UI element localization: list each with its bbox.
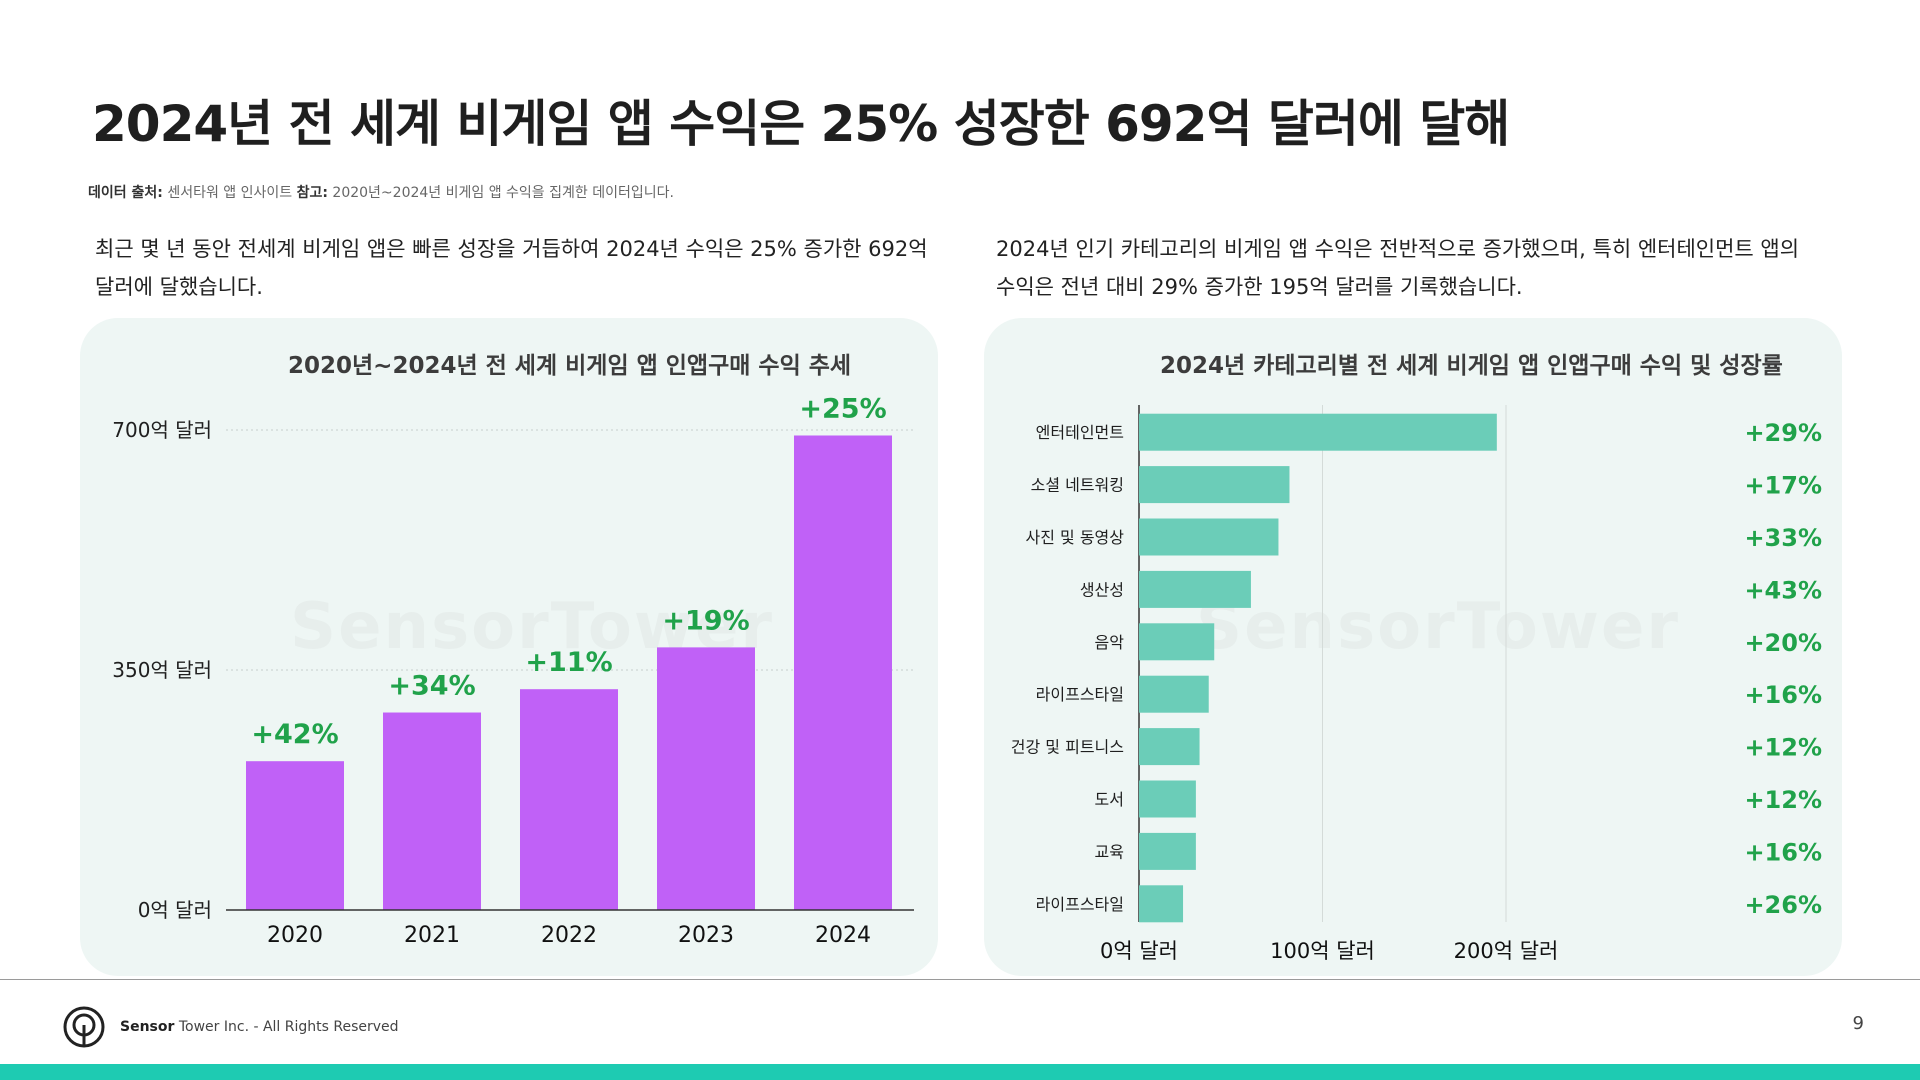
bar <box>1139 466 1290 504</box>
x-tick-label: 2023 <box>678 923 734 948</box>
note-label: 참고: <box>296 185 328 201</box>
x-tick-label: 2021 <box>404 923 460 948</box>
y-tick-label: 350억 달러 <box>112 658 212 682</box>
category-label: 생산성 <box>1080 580 1124 599</box>
growth-label: +29% <box>1744 419 1822 447</box>
bar <box>1139 570 1251 608</box>
y-tick-label: 0억 달러 <box>138 898 212 922</box>
bar <box>520 689 618 910</box>
growth-label: +26% <box>1744 891 1822 919</box>
category-label: 건강 및 피트니스 <box>1011 738 1124 757</box>
growth-label: +12% <box>1744 786 1822 814</box>
growth-label: +43% <box>1744 576 1822 604</box>
x-tick-label: 2022 <box>541 923 597 948</box>
bar <box>383 712 481 910</box>
revenue-trend-chart-title: 2020년~2024년 전 세계 비게임 앱 인앱구매 수익 추세 <box>288 353 852 379</box>
growth-label: +17% <box>1744 472 1822 500</box>
x-tick-label: 2020 <box>267 923 323 948</box>
growth-label: +16% <box>1744 838 1822 866</box>
bar <box>1139 728 1200 766</box>
source-text: 센서타워 앱 인사이트 <box>167 185 293 201</box>
bar <box>1139 623 1215 661</box>
bar <box>1139 780 1196 818</box>
footer-accent-bar <box>0 1064 1920 1080</box>
growth-label: +33% <box>1744 524 1822 552</box>
intro-right: 2024년 인기 카테고리의 비게임 앱 수익은 전반적으로 증가했으며, 특히… <box>996 230 1846 306</box>
intro-right-line1: 2024년 인기 카테고리의 비게임 앱 수익은 전반적으로 증가했으며, 특히… <box>996 237 1800 261</box>
growth-label: +11% <box>525 647 612 678</box>
revenue-trend-chart: 0억 달러 350억 달러 700억 달러 +42% 2020 +34% 2021 +11% 2… <box>112 393 914 948</box>
category-chart-title: 2024년 카테고리별 전 세계 비게임 앱 인앱구매 수익 및 성장률 <box>1160 353 1783 379</box>
category-label: 사진 및 동영상 <box>1026 528 1125 547</box>
footer-brand: Sensor <box>120 1019 175 1035</box>
growth-label: +42% <box>251 719 338 750</box>
x-tick-label: 100억 달러 <box>1270 939 1375 963</box>
bar <box>1139 675 1209 713</box>
category-label: 음악 <box>1095 633 1125 652</box>
bar <box>794 435 892 910</box>
growth-label: +12% <box>1744 734 1822 762</box>
note-text: 2020년~2024년 비게임 앱 수익을 집계한 데이터입니다. <box>332 185 674 201</box>
intro-left: 최근 몇 년 동안 전세계 비게임 앱은 빠른 성장을 거듭하여 2024년 수… <box>95 230 945 306</box>
intro-left-line1: 최근 몇 년 동안 전세계 비게임 앱은 빠른 성장을 거듭하여 2024년 수… <box>95 237 928 261</box>
category-label: 도서 <box>1095 790 1124 809</box>
watermark-right: SensorTower <box>1196 590 1680 664</box>
bar <box>1139 413 1497 451</box>
growth-label: +25% <box>799 393 886 424</box>
bar <box>1139 518 1279 556</box>
growth-label: +19% <box>662 605 749 636</box>
category-label: 라이프스타일 <box>1036 685 1124 704</box>
sensortower-logo-icon <box>62 1005 106 1053</box>
bar <box>246 761 344 910</box>
category-label: 엔터테인먼트 <box>1036 423 1124 442</box>
growth-label: +16% <box>1744 681 1822 709</box>
category-label: 라이프스타일 <box>1036 895 1124 914</box>
growth-label: +34% <box>388 671 475 702</box>
bar <box>1139 832 1196 870</box>
footer-rights: Tower Inc. - All Rights Reserved <box>178 1019 399 1035</box>
y-tick-label: 700억 달러 <box>112 418 212 442</box>
bar <box>1139 885 1184 923</box>
page-number: 9 <box>1852 1013 1864 1034</box>
x-tick-label: 2024 <box>815 923 871 948</box>
growth-label: +20% <box>1744 629 1822 657</box>
data-source-note: 데이터 출처: 센서타워 앱 인사이트 참고: 2020년~2024년 비게임 … <box>88 182 674 202</box>
bar <box>657 647 755 910</box>
intro-left-line2: 달러에 달했습니다. <box>95 275 263 299</box>
footer-divider <box>0 979 1920 980</box>
x-tick-label: 200억 달러 <box>1454 939 1559 963</box>
x-tick-label: 0억 달러 <box>1100 939 1178 963</box>
category-label: 교육 <box>1095 842 1124 861</box>
category-revenue-chart: 0억 달러 100억 달러 200억 달러 엔터테인먼트 +29% 소셜 네트워킹 +17%… <box>1011 405 1822 963</box>
page-title: 2024년 전 세계 비게임 앱 수익은 25% 성장한 692억 달러에 달해 <box>92 95 1510 153</box>
intro-right-line2: 수익은 전년 대비 29% 증가한 195억 달러를 기록했습니다. <box>996 275 1523 299</box>
category-label: 소셜 네트워킹 <box>1031 476 1124 495</box>
source-label: 데이터 출처: <box>88 185 163 201</box>
footer-copyright: Sensor Tower Inc. - All Rights Reserved <box>120 1019 399 1035</box>
